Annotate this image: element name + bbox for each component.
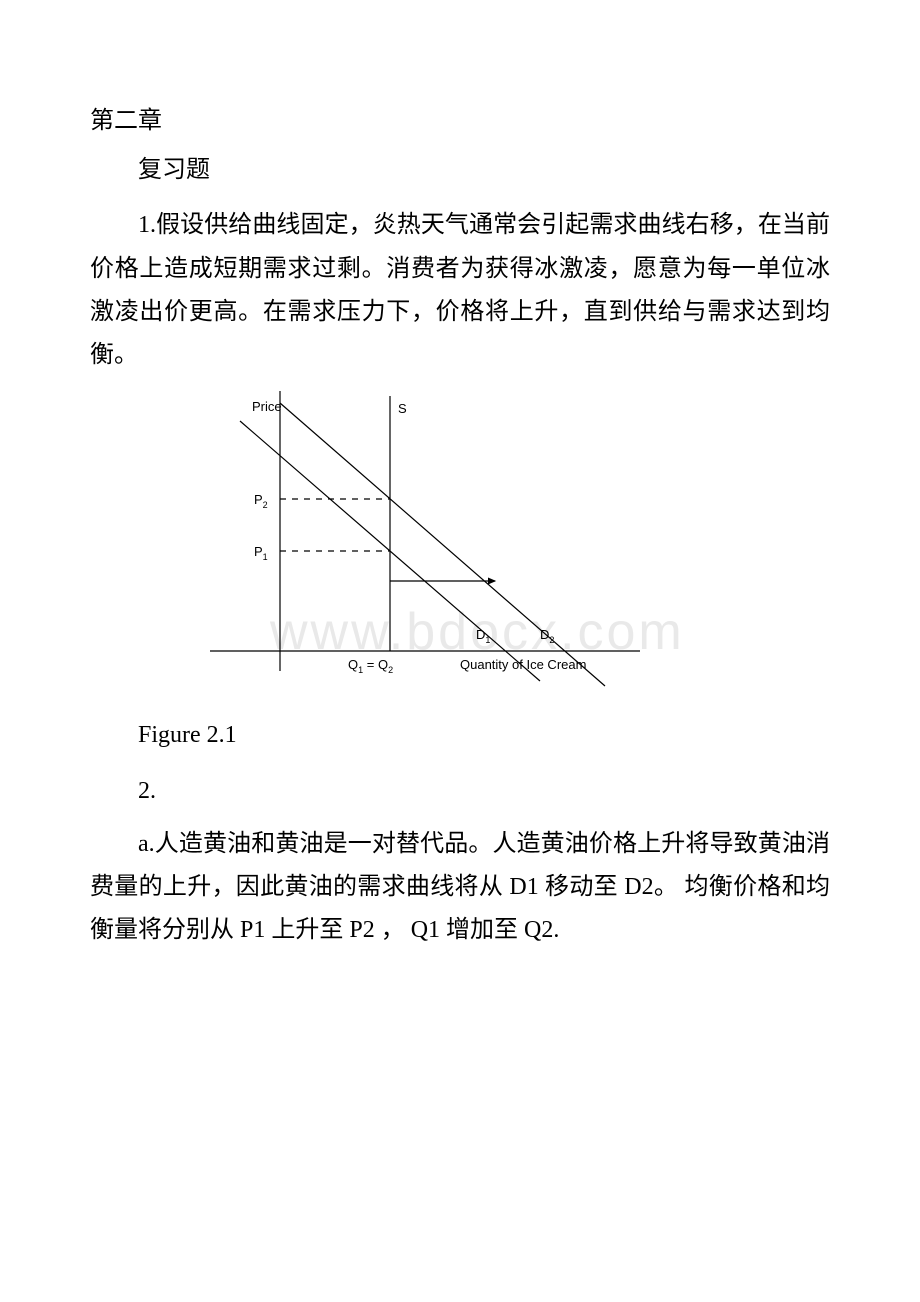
svg-text:Quantity of Ice Cream: Quantity of Ice Cream [460, 657, 586, 672]
question-2a-text: a.人造黄油和黄油是一对替代品。人造黄油价格上升将导致黄油消费量的上升，因此黄油… [90, 823, 830, 953]
svg-text:P1: P1 [254, 544, 268, 562]
section-title: 复习题 [90, 149, 830, 192]
question-1-text: 1.假设供给曲线固定，炎热天气通常会引起需求曲线右移，在当前价格上造成短期需求过… [90, 204, 830, 377]
svg-text:Price: Price [252, 399, 282, 414]
svg-text:Q1 = Q2: Q1 = Q2 [348, 657, 393, 675]
svg-text:P2: P2 [254, 492, 268, 510]
chapter-title: 第二章 [90, 100, 830, 143]
supply-demand-chart: Price Quantity of Ice Cream S D1 D2 P2 P1 Q1 = … [210, 391, 640, 691]
figure-2-1: Price Quantity of Ice Cream S D1 D2 P2 P1 Q1 = … [210, 391, 830, 706]
question-2-label: 2. [90, 770, 830, 813]
svg-text:D2: D2 [540, 627, 554, 645]
svg-text:D1: D1 [476, 627, 490, 645]
figure-caption: Figure 2.1 [90, 714, 830, 757]
svg-text:S: S [398, 401, 407, 416]
